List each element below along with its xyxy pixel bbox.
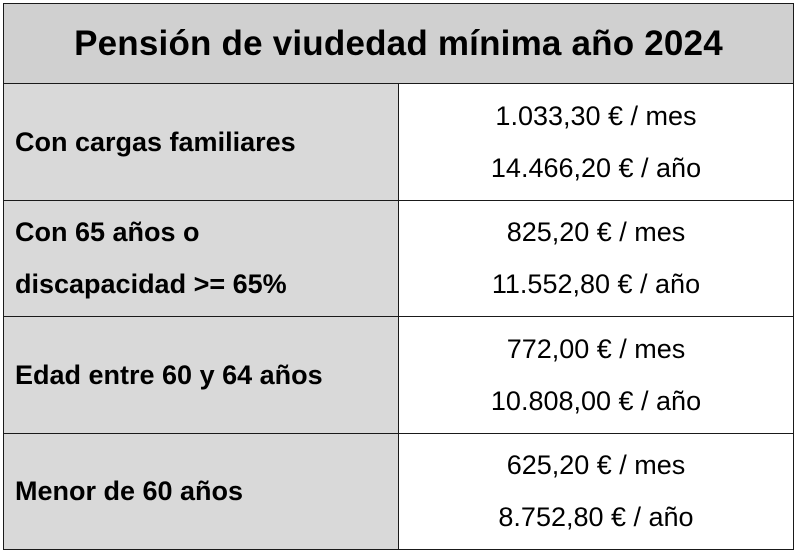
row-label: Menor de 60 años bbox=[15, 476, 244, 507]
table-row: Con cargas familiares 1.033,30 € / mes 1… bbox=[3, 83, 794, 201]
yearly-amount: 14.466,20 € / año bbox=[490, 152, 702, 183]
row-label: Con 65 años o bbox=[15, 217, 200, 248]
title-row: Pensión de viudedad mínima año 2024 bbox=[3, 2, 794, 85]
row-value-cell: 825,20 € / mes 11.552,80 € / año bbox=[398, 199, 794, 318]
table-row: Menor de 60 años 625,20 € / mes 8.752,80… bbox=[3, 432, 794, 551]
row-label: Edad entre 60 y 64 años bbox=[15, 359, 323, 390]
row-value-cell: 772,00 € / mes 10.808,00 € / año bbox=[398, 316, 794, 434]
row-value-cell: 625,20 € / mes 8.752,80 € / año bbox=[398, 432, 794, 551]
monthly-amount: 625,20 € / mes bbox=[506, 450, 686, 481]
row-label: discapacidad >= 65% bbox=[15, 269, 287, 300]
yearly-amount: 10.808,00 € / año bbox=[490, 385, 702, 416]
pension-table: Pensión de viudedad mínima año 2024 Con … bbox=[3, 2, 794, 551]
row-label-cell: Con cargas familiares bbox=[3, 83, 399, 201]
table-row: Con 65 años o discapacidad >= 65% 825,20… bbox=[3, 199, 794, 318]
row-value-cell: 1.033,30 € / mes 14.466,20 € / año bbox=[398, 83, 794, 201]
table-row: Edad entre 60 y 64 años 772,00 € / mes 1… bbox=[3, 316, 794, 434]
table-title: Pensión de viudedad mínima año 2024 bbox=[3, 2, 794, 85]
row-label: Con cargas familiares bbox=[15, 126, 296, 157]
row-label-cell: Edad entre 60 y 64 años bbox=[3, 316, 399, 434]
row-label-cell: Con 65 años o discapacidad >= 65% bbox=[3, 199, 399, 318]
yearly-amount: 11.552,80 € / año bbox=[491, 269, 701, 300]
monthly-amount: 825,20 € / mes bbox=[506, 217, 686, 248]
monthly-amount: 772,00 € / mes bbox=[506, 333, 686, 364]
monthly-amount: 1.033,30 € / mes bbox=[495, 100, 697, 131]
yearly-amount: 8.752,80 € / año bbox=[498, 502, 694, 533]
row-label-cell: Menor de 60 años bbox=[3, 432, 399, 551]
